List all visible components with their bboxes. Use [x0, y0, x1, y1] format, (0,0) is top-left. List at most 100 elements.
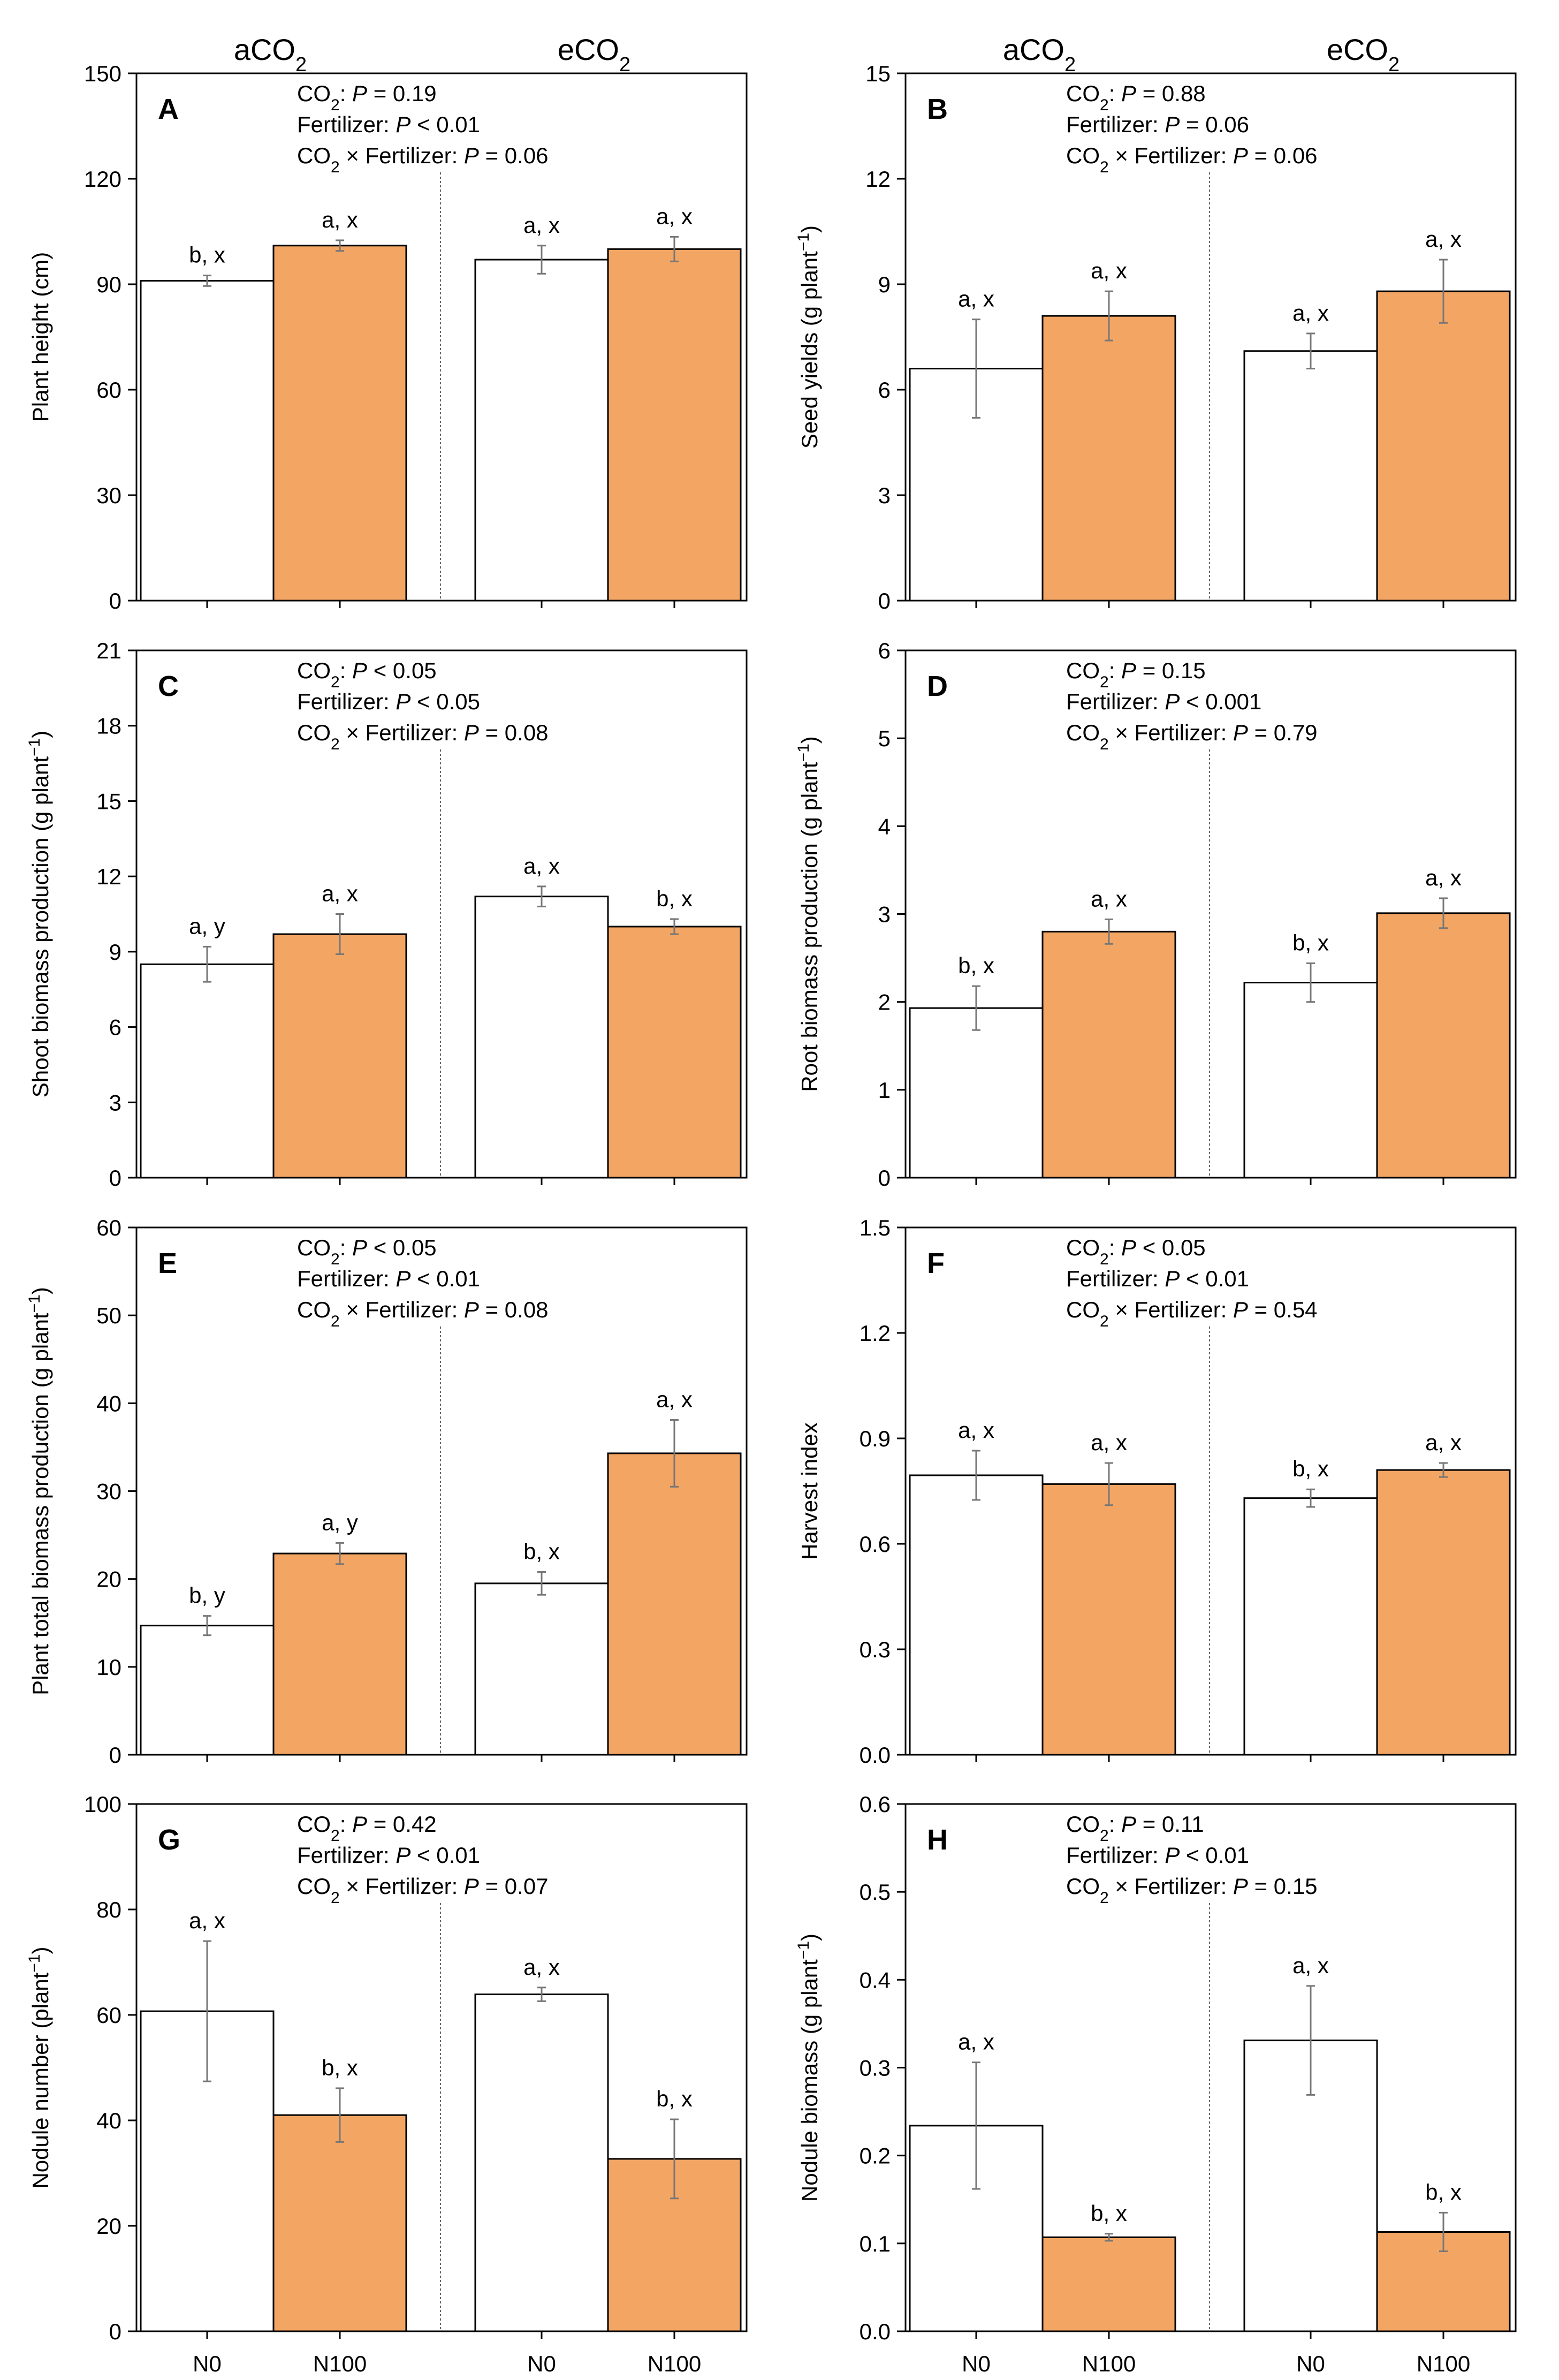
y-tick-label: 0.9: [860, 1426, 891, 1451]
stat-line: CO2 × Fertilizer: P = 0.06: [1066, 143, 1318, 176]
significance-label: a, x: [523, 213, 560, 238]
significance-label: a, x: [322, 207, 358, 232]
y-tick-label: 4: [878, 814, 891, 839]
significance-label: a, x: [1292, 300, 1329, 325]
y-tick-label: 0: [878, 1165, 891, 1191]
significance-label: b, x: [322, 2055, 358, 2080]
y-tick-label: 90: [96, 272, 121, 297]
stat-line: CO2: P = 0.19: [297, 81, 437, 114]
panel-letter: D: [927, 670, 948, 702]
panel-letter: B: [927, 93, 948, 125]
panel-h: 0.0 0.1 0.2 0.3 0.4 0.5 0.6 Nodule biomass (g p…: [795, 1792, 1517, 2376]
y-tick-label: 1: [878, 1078, 891, 1103]
stat-line: Fertilizer: P < 0.01: [297, 1843, 480, 1868]
stat-line: CO2: P < 0.05: [297, 658, 437, 691]
bar: [474, 896, 609, 1179]
plot-frame: [904, 72, 1517, 602]
bar: [140, 963, 275, 1179]
bar: [272, 933, 407, 1179]
significance-label: a, x: [523, 853, 560, 878]
x-category-label: N0: [193, 2351, 222, 2376]
y-tick-label: 9: [109, 939, 121, 965]
significance-label: a, x: [1292, 1953, 1329, 1978]
y-tick-label: 10: [96, 1655, 121, 1680]
bar: [1243, 1497, 1378, 1756]
x-category-label: N100: [313, 2351, 367, 2376]
bar: [474, 1994, 609, 2332]
stat-line: Fertilizer: P < 0.01: [297, 1266, 480, 1291]
y-tick-label: 0.5: [860, 1879, 891, 1905]
stat-line: CO2 × Fertilizer: P = 0.08: [297, 1297, 549, 1330]
stat-line: Fertilizer: P = 0.06: [1066, 112, 1249, 137]
panel-d: 0 1 2 3 4 5 6 Root biomass production (g plant−…: [795, 638, 1517, 1191]
bar: [474, 1582, 609, 1756]
y-tick-label: 20: [96, 1567, 121, 1592]
bar: [607, 926, 742, 1179]
significance-label: a, x: [1425, 226, 1462, 252]
stat-line: CO2: P = 0.11: [1066, 1811, 1204, 1845]
stat-line: CO2: P = 0.42: [297, 1811, 437, 1845]
significance-label: a, y: [322, 1510, 358, 1535]
panel-g: 0 20 40 60 80 100 Nodule number (plant−1) N0 N10…: [26, 1792, 748, 2376]
y-tick-label: 9: [878, 272, 891, 297]
y-tick-label: 80: [96, 1897, 121, 1922]
significance-label: a, y: [189, 913, 225, 938]
significance-label: a, x: [523, 1954, 560, 1980]
plot-frame: [135, 649, 748, 1179]
bar: [1041, 1483, 1176, 1756]
y-tick-label: 0: [109, 588, 121, 613]
significance-label: b, x: [1425, 2179, 1462, 2204]
y-tick-label: 100: [84, 1792, 121, 1817]
y-tick-label: 0: [109, 2319, 121, 2344]
significance-label: b, x: [656, 886, 693, 911]
significance-label: b, x: [523, 1539, 560, 1564]
y-tick-label: 50: [96, 1303, 121, 1328]
stat-line: CO2 × Fertilizer: P = 0.08: [297, 720, 549, 753]
bar: [607, 1452, 742, 1756]
bar: [272, 1552, 407, 1756]
y-tick-label: 18: [96, 714, 121, 739]
panel-letter: C: [158, 670, 179, 702]
y-tick-label: 5: [878, 726, 891, 751]
y-tick-label: 15: [96, 789, 121, 814]
stat-line: CO2: P < 0.05: [1066, 1235, 1206, 1268]
y-tick-label: 1.2: [860, 1321, 891, 1346]
significance-label: a, x: [1091, 1430, 1127, 1455]
stat-line: CO2: P = 0.15: [1066, 658, 1206, 691]
x-category-label: N100: [1417, 2351, 1470, 2376]
y-tick-label: 2: [878, 990, 891, 1015]
panel-letter: A: [158, 93, 179, 125]
stat-line: CO2 × Fertilizer: P = 0.06: [297, 143, 549, 176]
panel-a: 0 30 60 90 120 150 Plant height (cm) b, x a, x a,…: [28, 61, 748, 613]
y-tick-label: 0.3: [860, 1637, 891, 1662]
y-tick-label: 0.6: [860, 1532, 891, 1557]
y-tick-label: 20: [96, 2214, 121, 2239]
x-category-label: N100: [648, 2351, 701, 2376]
y-tick-label: 0: [109, 1165, 121, 1191]
significance-label: b, x: [1091, 2201, 1127, 2226]
plot-frame: [135, 1803, 748, 2332]
significance-label: b, x: [189, 242, 225, 268]
header-eco2-label: eCO2: [558, 33, 630, 76]
y-tick-label: 30: [96, 1479, 121, 1504]
stat-line: Fertilizer: P < 0.05: [297, 689, 480, 714]
y-axis-label: Plant total biomass production (g plant−…: [26, 1287, 54, 1695]
y-tick-label: 150: [84, 61, 121, 86]
y-tick-label: 6: [878, 377, 891, 403]
y-tick-label: 0.0: [860, 1742, 891, 1768]
x-category-label: N0: [527, 2351, 556, 2376]
y-axis-label: Harvest index: [797, 1422, 822, 1560]
bar: [272, 2114, 407, 2332]
bar: [1376, 1469, 1511, 1756]
y-tick-label: 0.4: [860, 1967, 891, 1992]
bar: [272, 245, 407, 602]
significance-label: b, x: [1292, 930, 1329, 955]
y-tick-label: 12: [865, 166, 891, 192]
header-aco2-label: aCO2: [234, 33, 307, 76]
y-tick-label: 0.3: [860, 2056, 891, 2081]
significance-label: b, x: [656, 2086, 693, 2111]
stat-line: CO2 × Fertilizer: P = 0.07: [297, 1874, 549, 1907]
bar: [607, 248, 742, 602]
significance-label: a, x: [1425, 1430, 1462, 1455]
